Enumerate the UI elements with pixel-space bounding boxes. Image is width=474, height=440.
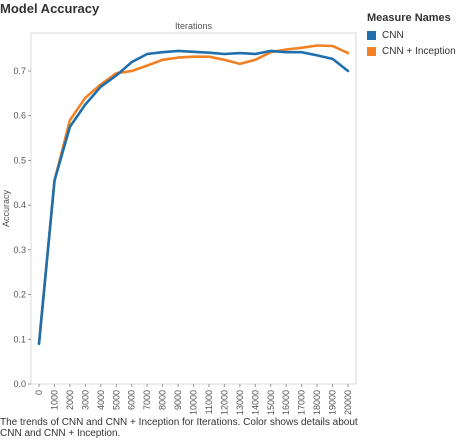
legend: Measure Names CNN CNN + Inception: [367, 12, 456, 60]
x-tick-label: 15000: [266, 390, 276, 415]
x-tick-label: 0: [34, 390, 44, 395]
legend-label: CNN: [382, 29, 404, 41]
y-tick-label: 0.1: [13, 334, 26, 344]
x-tick-label: 7000: [142, 390, 152, 410]
x-tick-label: 4000: [96, 390, 106, 410]
x-tick-label: 10000: [189, 390, 199, 415]
x-axis-title: Iterations: [175, 21, 213, 31]
chart-title: Model Accuracy: [0, 1, 100, 16]
y-tick-label: 0.3: [13, 245, 26, 255]
y-tick-label: 0.0: [13, 379, 26, 389]
x-tick-label: 3000: [80, 390, 90, 410]
legend-item-cnn-inception[interactable]: CNN + Inception: [367, 44, 456, 58]
legend-swatch-cnn: [367, 30, 376, 40]
x-tick-label: 19000: [328, 390, 338, 415]
legend-item-cnn[interactable]: CNN: [367, 28, 456, 42]
y-tick-label: 0.2: [13, 290, 26, 300]
x-tick-label: 11000: [204, 390, 214, 414]
series-line-cnn-inception: [37, 44, 350, 346]
legend-swatch-cnn-inception: [367, 46, 376, 56]
series-line-cnn: [37, 49, 350, 346]
chart-caption: The trends of CNN and CNN + Inception fo…: [0, 417, 358, 439]
x-tick-label: 13000: [235, 390, 245, 415]
x-tick-label: 17000: [297, 390, 307, 415]
x-tick-label: 2000: [65, 390, 75, 410]
x-tick-label: 1000: [49, 390, 59, 410]
x-tick-label: 8000: [158, 390, 168, 410]
x-tick-label: 20000: [343, 390, 353, 415]
y-tick-label: 0.7: [13, 66, 26, 76]
legend-title: Measure Names: [367, 12, 451, 24]
x-tick-label: 9000: [173, 390, 183, 410]
x-tick-label: 14000: [250, 390, 260, 415]
x-tick-label: 16000: [281, 390, 291, 415]
y-tick-label: 0.5: [13, 155, 26, 165]
x-tick-label: 18000: [312, 390, 322, 415]
x-tick-label: 12000: [219, 390, 229, 415]
line-chart: 0 1000 2000 3000 4000 5000 6000 7000 8000 9000 100…: [1, 21, 357, 415]
legend-label: CNN + Inception: [382, 45, 456, 57]
y-tick-label: 0.6: [13, 111, 26, 121]
plot-area: [30, 32, 357, 385]
x-tick-label: 6000: [127, 390, 137, 410]
y-tick-label: 0.4: [13, 200, 26, 210]
x-tick-label: 5000: [111, 390, 121, 410]
y-axis-title: Accuracy: [1, 189, 11, 227]
